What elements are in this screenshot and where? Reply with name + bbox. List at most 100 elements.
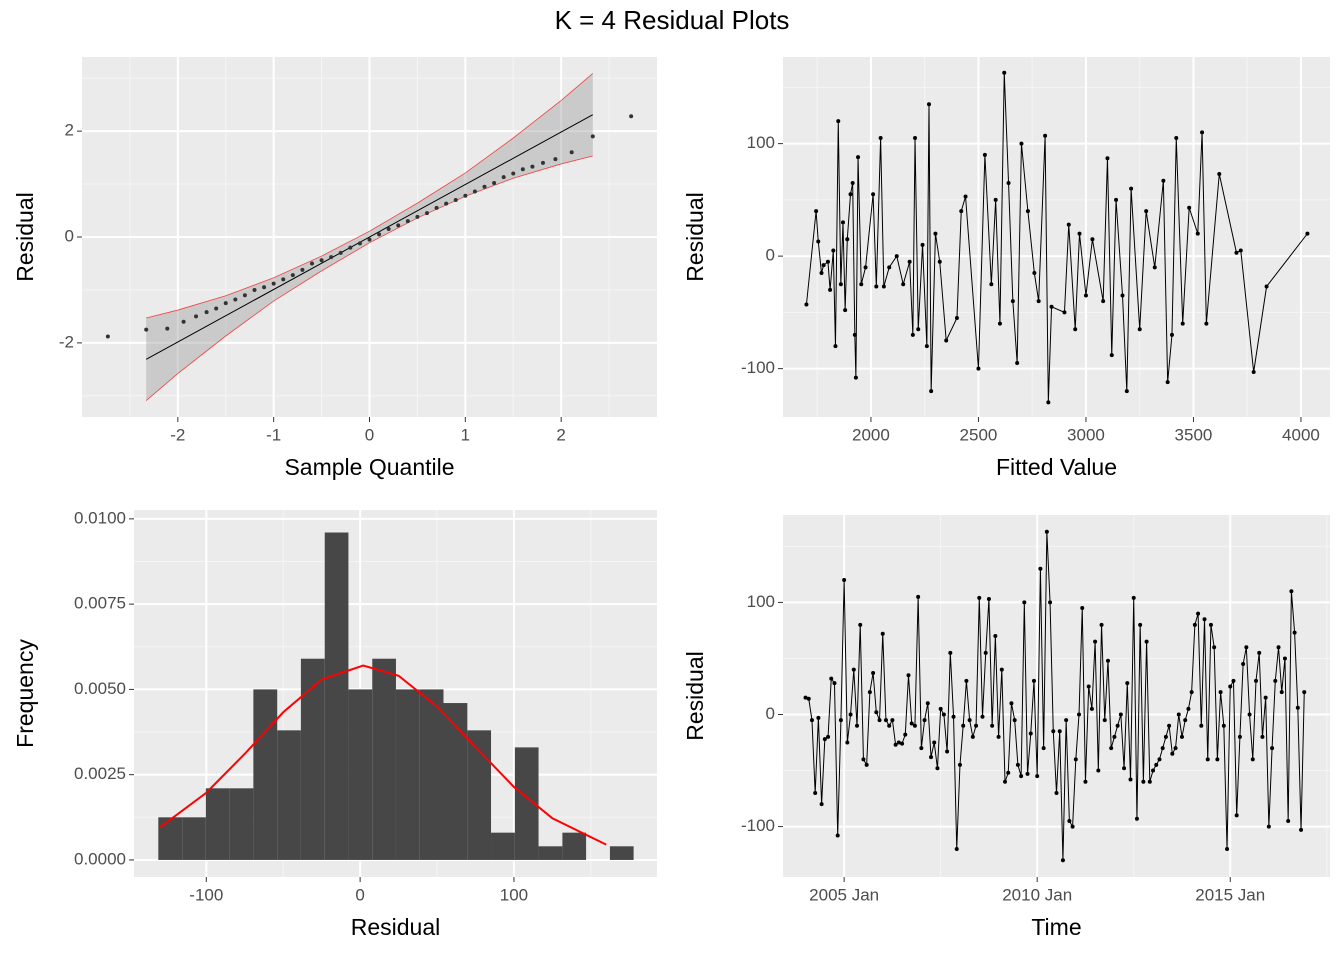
point	[996, 734, 1001, 739]
x-axis-title: Fitted Value	[996, 454, 1117, 480]
point	[1122, 766, 1127, 771]
x-tick-label: 2005 Jan	[809, 885, 879, 904]
point	[1165, 380, 1170, 385]
point	[1057, 729, 1062, 734]
x-axis-title: Residual	[351, 914, 441, 940]
point	[1205, 757, 1210, 762]
point	[906, 673, 911, 678]
point	[1169, 332, 1174, 337]
point	[386, 227, 391, 232]
point	[838, 282, 843, 287]
point	[1302, 690, 1307, 695]
point	[223, 301, 228, 306]
point	[1112, 734, 1117, 739]
point	[832, 681, 837, 686]
point	[901, 282, 906, 287]
point	[1215, 757, 1220, 762]
panel-background	[783, 57, 1330, 417]
point	[804, 302, 809, 307]
point	[890, 718, 895, 723]
point	[944, 338, 949, 343]
point	[1025, 771, 1030, 776]
point	[989, 282, 994, 287]
point	[916, 327, 921, 332]
histogram-bar	[324, 532, 349, 860]
y-tick-label: 100	[747, 133, 775, 152]
point	[877, 718, 882, 723]
point	[242, 293, 247, 298]
point	[1022, 600, 1027, 605]
point	[999, 667, 1004, 672]
point	[1279, 690, 1284, 695]
point	[859, 282, 864, 287]
point	[887, 723, 892, 728]
point	[941, 712, 946, 717]
point	[1025, 209, 1030, 214]
point	[1032, 271, 1037, 275]
point	[181, 319, 186, 324]
point	[1260, 734, 1265, 739]
point	[924, 344, 929, 349]
point	[357, 241, 362, 246]
point	[1204, 321, 1209, 326]
point	[1093, 639, 1098, 644]
band-lower	[145, 155, 593, 401]
point	[954, 316, 959, 320]
point	[829, 676, 834, 681]
point	[850, 181, 855, 185]
point	[910, 332, 915, 337]
point	[1199, 723, 1204, 728]
point	[861, 757, 866, 762]
histogram-bar	[158, 817, 183, 860]
point	[851, 667, 856, 672]
histogram-bar	[443, 703, 468, 860]
point	[1038, 566, 1043, 571]
point	[1006, 770, 1011, 775]
point	[816, 239, 821, 244]
point	[893, 742, 898, 747]
point	[1173, 746, 1178, 751]
point	[204, 310, 209, 315]
point	[1154, 762, 1159, 767]
point	[840, 220, 845, 225]
point	[553, 157, 558, 162]
point	[838, 718, 843, 723]
point	[916, 594, 921, 599]
point	[1196, 611, 1201, 616]
point	[310, 261, 314, 266]
point	[874, 710, 879, 715]
point	[993, 197, 998, 202]
point	[415, 214, 420, 219]
point	[1015, 762, 1020, 767]
point	[822, 737, 827, 742]
point	[1289, 589, 1294, 594]
point	[1086, 684, 1091, 689]
point	[1212, 645, 1217, 650]
point	[1046, 400, 1051, 405]
y-tick-label: 0	[766, 704, 775, 723]
point	[907, 259, 912, 264]
point	[1067, 818, 1072, 823]
point	[1066, 222, 1071, 227]
point	[977, 595, 982, 600]
point	[1120, 293, 1125, 298]
point	[1101, 299, 1106, 304]
point	[1263, 695, 1268, 700]
point	[819, 802, 824, 807]
point	[997, 321, 1002, 326]
point	[1286, 818, 1291, 823]
x-tick-label: 1	[461, 425, 470, 444]
point	[948, 650, 953, 655]
point	[809, 718, 814, 723]
point	[1114, 197, 1119, 202]
point	[1109, 353, 1114, 358]
x-tick-label: 2500	[960, 425, 998, 444]
point	[825, 259, 830, 264]
point	[1161, 178, 1166, 183]
point	[806, 696, 811, 701]
point	[1157, 757, 1162, 762]
point	[165, 326, 170, 331]
point	[1077, 712, 1082, 717]
point	[348, 245, 353, 250]
